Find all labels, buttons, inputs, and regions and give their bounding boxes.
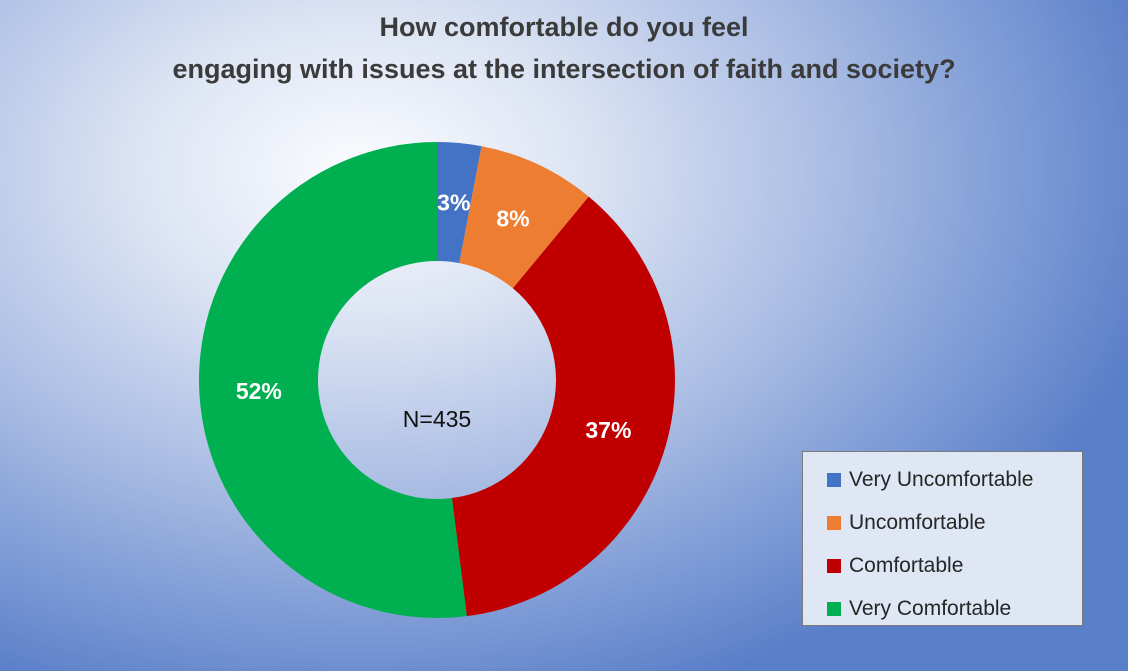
slice-uncomfortable [459, 146, 589, 289]
legend-item-uncomfortable: Uncomfortable [827, 501, 1082, 544]
legend-swatch [827, 601, 841, 616]
legend-label: Comfortable [849, 553, 964, 577]
data-label-uncomfortable: 8% [496, 205, 529, 231]
slice-very-comfortable [199, 142, 467, 618]
legend-label: Uncomfortable [849, 510, 986, 534]
legend: Very Uncomfortable Uncomfortable Comfort… [802, 451, 1083, 626]
legend-item-very-comfortable: Very Comfortable [827, 587, 1082, 630]
center-label: N=435 [403, 406, 471, 432]
data-label-very-comfortable: 52% [236, 378, 282, 404]
slice-comfortable [451, 196, 676, 617]
legend-item-very-uncomfortable: Very Uncomfortable [827, 458, 1082, 501]
legend-item-comfortable: Comfortable [827, 544, 1082, 587]
chart-title: How comfortable do you feel [379, 12, 749, 42]
legend-swatch [827, 558, 841, 573]
legend-swatch [827, 515, 841, 530]
legend-label: Very Comfortable [849, 596, 1012, 620]
data-label-comfortable: 37% [585, 417, 631, 443]
chart-title-line-2: engaging with issues at the intersection… [172, 54, 956, 84]
legend-swatch [827, 472, 841, 487]
data-label-very-uncomfortable: 3% [437, 189, 470, 215]
slice-very-uncomfortable [437, 142, 482, 264]
legend-label: Very Uncomfortable [849, 467, 1034, 491]
